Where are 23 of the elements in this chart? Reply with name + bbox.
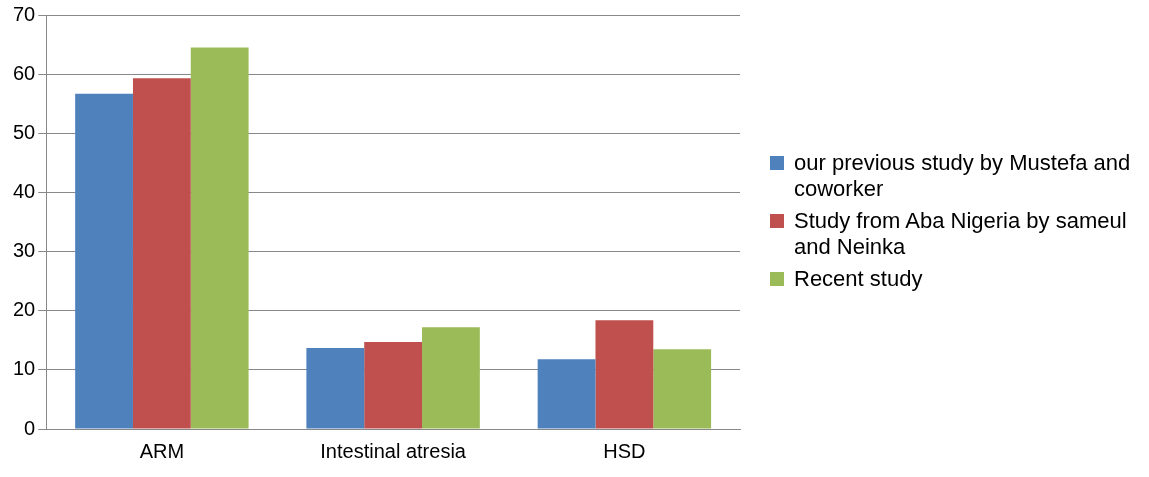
x-tick-label: HSD: [603, 439, 646, 462]
y-tick-label: 70: [13, 2, 36, 25]
legend-label: Study from Aba Nigeria by sameul and Neinka: [794, 208, 1128, 260]
y-tick-label: 30: [13, 239, 36, 262]
bar: [132, 78, 191, 429]
legend-label: Recent study: [794, 266, 923, 292]
legend-label: our previous study by Mustefa and coworker: [794, 150, 1132, 202]
bar: [75, 93, 133, 429]
bar: [364, 342, 423, 429]
bar: [653, 349, 712, 429]
bar: [422, 327, 480, 429]
y-tick-label: 40: [13, 179, 36, 202]
y-tick-label: 0: [24, 416, 36, 439]
bar: [190, 47, 249, 429]
x-tick-label: ARM: [139, 439, 185, 462]
y-tick-label: 20: [13, 298, 36, 321]
y-tick-label: 10: [13, 357, 36, 380]
bar: [537, 359, 596, 429]
bar: [595, 320, 654, 429]
x-tick-label: Intestinal atresia: [320, 439, 467, 462]
bar: [306, 347, 365, 429]
y-tick-label: 60: [13, 61, 36, 84]
y-tick-label: 50: [13, 120, 36, 143]
